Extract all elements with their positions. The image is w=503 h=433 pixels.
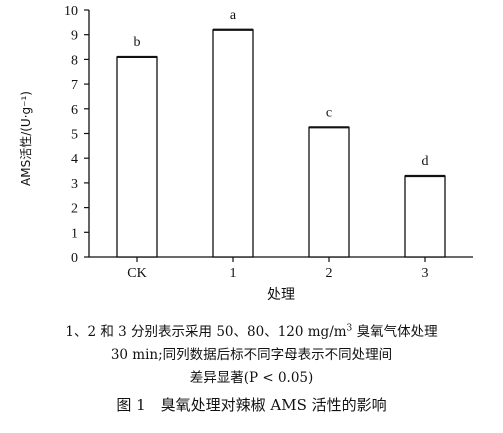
x-tick-label: CK bbox=[127, 266, 146, 281]
x-tick-label: 2 bbox=[326, 266, 333, 281]
x-tick-label: 1 bbox=[230, 266, 237, 281]
ams-bar-chart: 0 1 2 3 4 5 6 7 8 9 10 CK b 1 a 2 c 3 d 处理 AMS活性/(U·g⁻¹) bbox=[19, 4, 473, 303]
y-tick-label: 10 bbox=[64, 4, 78, 19]
bar-2 bbox=[308, 126, 350, 258]
y-tick-label: 8 bbox=[71, 53, 78, 68]
caption-line-1-pre: 1、2 和 3 分别表示采用 50、80、120 mg/m bbox=[65, 324, 347, 340]
significance-letter: c bbox=[326, 105, 332, 120]
significance-letter: d bbox=[422, 154, 429, 169]
y-tick-label: 9 bbox=[71, 29, 78, 44]
y-axis-title: AMS活性/(U·g⁻¹) bbox=[19, 91, 33, 186]
y-tick-label: 3 bbox=[71, 177, 78, 192]
y-tick-label: 6 bbox=[71, 103, 78, 118]
bars-layer bbox=[116, 28, 446, 258]
caption-line-1: 1、2 和 3 分别表示采用 50、80、120 mg/m3 臭氧气体处理 bbox=[0, 323, 503, 341]
caption-line-3: 差异显著(P < 0.05) bbox=[189, 370, 314, 386]
figure-title: 图 1 臭氧处理对辣椒 AMS 活性的影响 bbox=[116, 396, 387, 414]
y-tick-label: 1 bbox=[71, 226, 78, 241]
x-tick-label: 3 bbox=[422, 266, 429, 281]
y-tick-label: 5 bbox=[71, 128, 78, 143]
y-tick-label: 0 bbox=[71, 251, 78, 266]
x-axis-title: 处理 bbox=[267, 287, 295, 303]
y-tick-label: 4 bbox=[71, 152, 78, 167]
y-tick-label: 7 bbox=[71, 78, 78, 93]
chart-container: 0 1 2 3 4 5 6 7 8 9 10 CK b 1 a 2 c 3 d 处理 AMS活性/(U·g⁻¹) bbox=[19, 4, 473, 303]
labels-layer: CK b 1 a 2 c 3 d 处理 AMS活性/(U·g⁻¹) bbox=[19, 8, 429, 303]
significance-letter: a bbox=[230, 8, 237, 23]
bar-3 bbox=[404, 175, 446, 258]
y-tick-label: 2 bbox=[71, 202, 78, 217]
caption-line-1-post: 臭氧气体处理 bbox=[352, 324, 438, 340]
bar-1 bbox=[212, 29, 254, 258]
significance-letter: b bbox=[134, 35, 141, 50]
caption-line-2: 30 min;同列数据后标不同字母表示不同处理间 bbox=[110, 347, 393, 363]
caption-line-1-sup: 3 bbox=[346, 323, 353, 334]
bar-CK bbox=[116, 56, 158, 258]
